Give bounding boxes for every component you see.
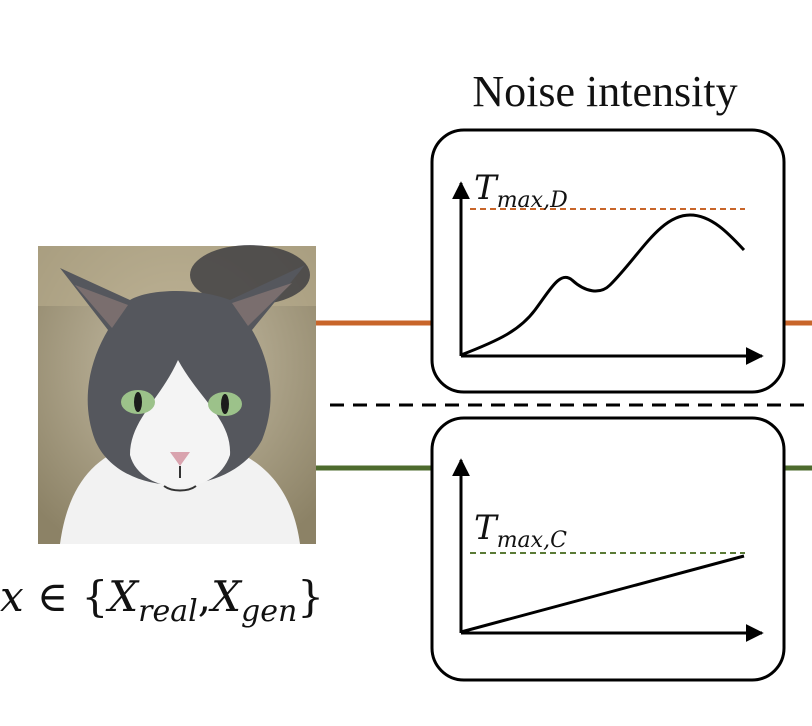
top-panel-noise-curve	[460, 213, 746, 357]
top-noise-panel	[430, 128, 786, 394]
top-panel-threshold-label: Tmax,D	[474, 168, 568, 213]
noise-intensity-title: Noise intensity	[472, 67, 738, 116]
bottom-panel-threshold-label: Tmax,C	[474, 508, 567, 553]
bottom-noise-panel	[430, 416, 786, 682]
cat-image	[38, 245, 316, 544]
input-set-caption: x ∈ {Xreal,Xgen}	[0, 572, 324, 629]
bottom-panel-linear-curve	[460, 554, 745, 634]
